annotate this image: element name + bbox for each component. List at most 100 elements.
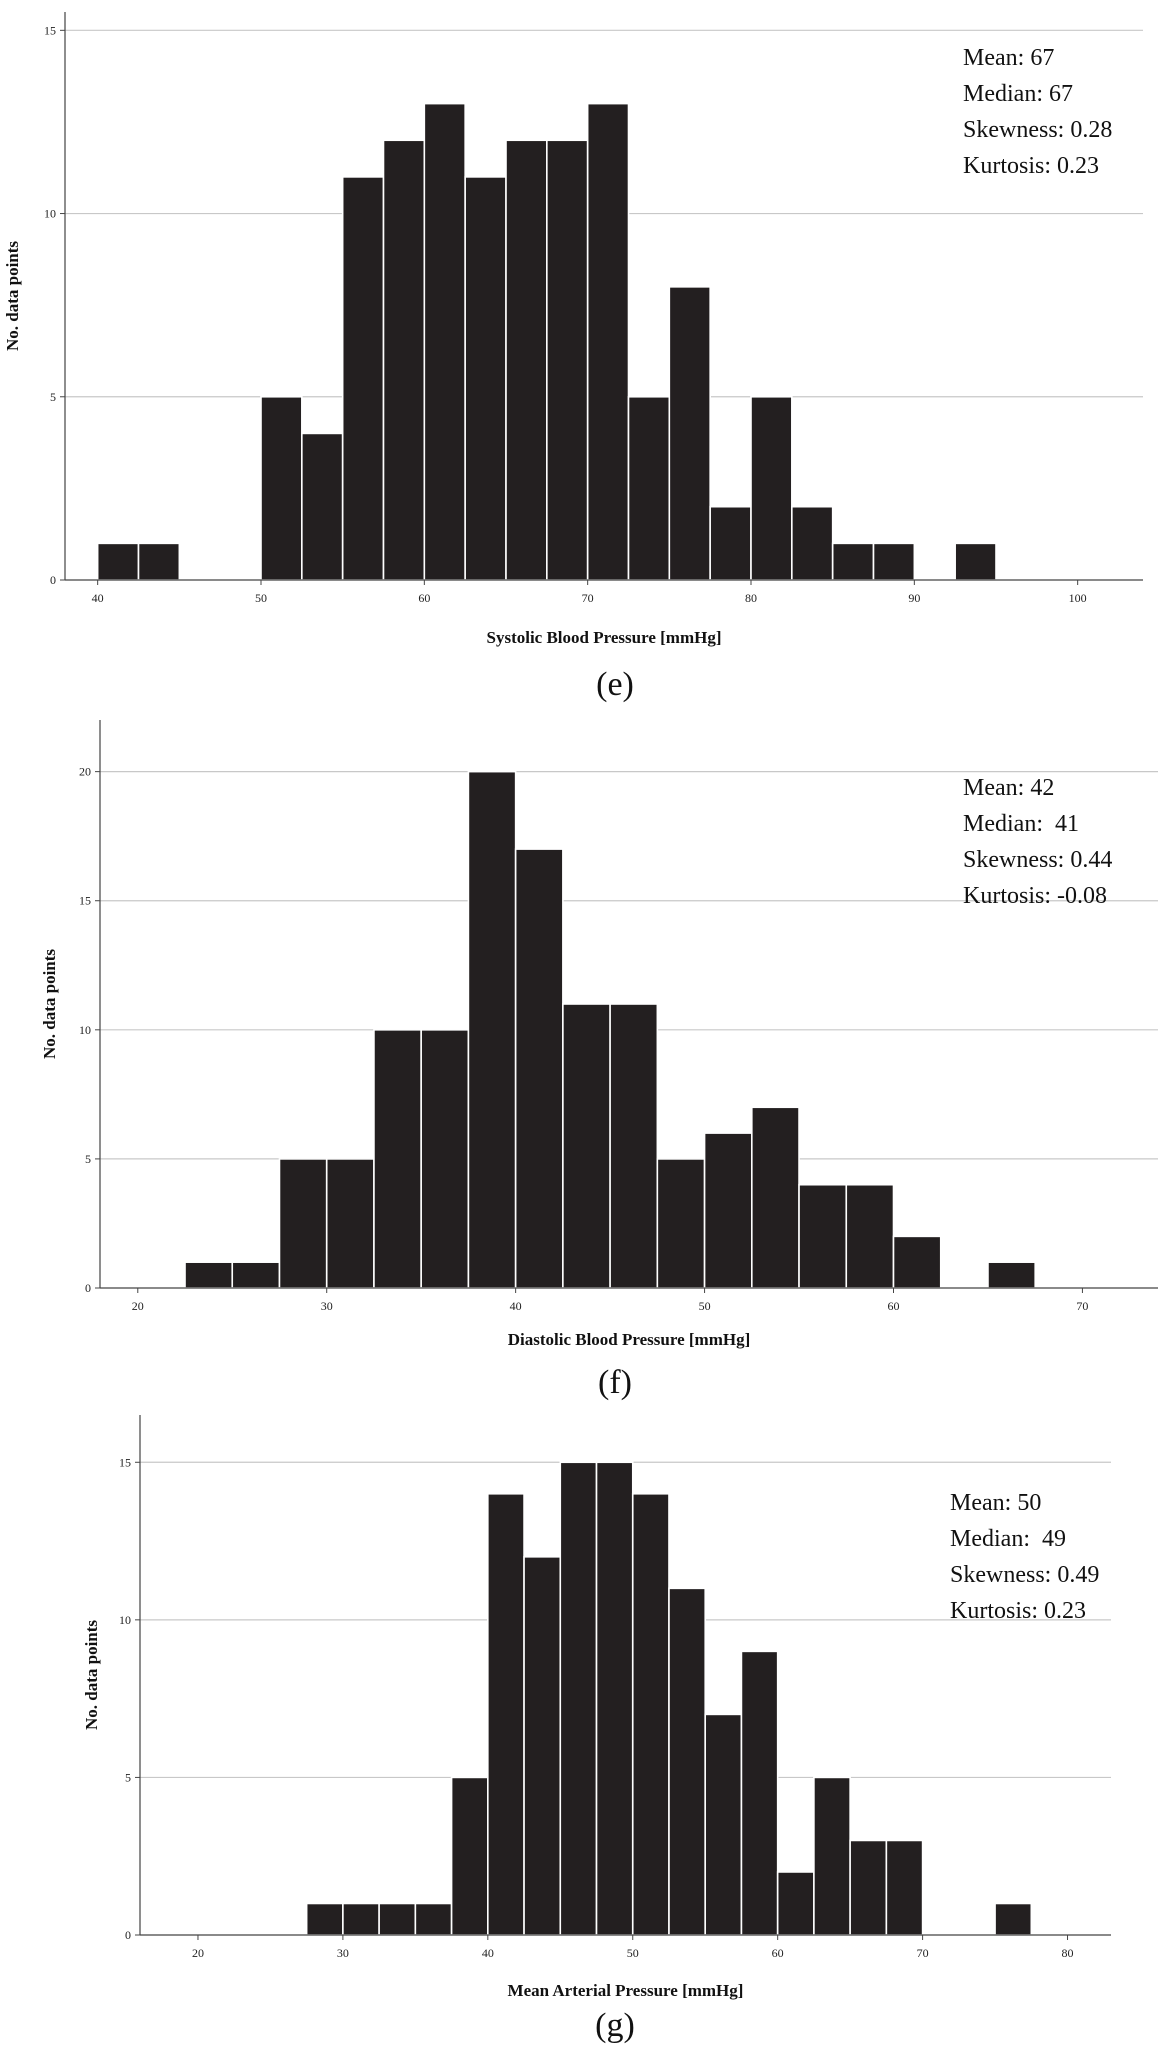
histogram-bar <box>987 1261 1036 1289</box>
histogram-bar <box>994 1902 1033 1936</box>
x-tick-label: 80 <box>1062 1946 1074 1960</box>
stats-annotation-line: Median: 49 <box>950 1526 1066 1552</box>
histogram-bar <box>885 1839 924 1936</box>
stats-annotation-line: Kurtosis: 0.23 <box>950 1598 1086 1624</box>
y-tick-label: 10 <box>44 207 56 221</box>
x-tick-label: 60 <box>418 591 430 605</box>
histogram-bar <box>523 1556 562 1936</box>
histogram-bar <box>751 1106 800 1289</box>
x-tick-label: 50 <box>699 1299 711 1313</box>
histogram-bar <box>627 395 671 581</box>
stats-annotation-line: Mean: 50 <box>950 1490 1041 1516</box>
x-tick-label: 50 <box>627 1946 639 1960</box>
y-axis-title: No. data points <box>82 1620 101 1730</box>
histogram-bar <box>414 1902 453 1936</box>
x-tick-label: 70 <box>917 1946 929 1960</box>
y-axis-title: No. data points <box>3 241 22 351</box>
histogram-bar <box>325 1158 375 1289</box>
panel-label: (g) <box>595 2007 635 2044</box>
stats-annotation-line: Skewness: 0.44 <box>963 847 1112 873</box>
histogram-bar <box>813 1776 851 1936</box>
histogram-bar <box>791 505 834 581</box>
histogram-bar <box>137 542 181 581</box>
histogram-bar <box>750 395 793 581</box>
x-tick-label: 20 <box>192 1946 204 1960</box>
histogram-bar <box>420 1029 470 1289</box>
histogram-bar <box>373 1029 422 1289</box>
histogram-bar <box>464 176 507 581</box>
histogram-bar <box>423 102 466 581</box>
y-tick-label: 5 <box>50 390 56 404</box>
stats-annotation-line: Median: 41 <box>963 811 1079 837</box>
histogram-bar <box>831 542 875 581</box>
y-tick-label: 5 <box>85 1152 91 1166</box>
x-tick-label: 80 <box>745 591 757 605</box>
histogram-bar <box>305 1902 344 1936</box>
histogram-bar <box>892 1235 942 1289</box>
histogram-panel-f: 0 5 10 15 20 20 30 40 50 60 70 Diastolic Blood Pres… <box>40 720 1158 1401</box>
histogram-bar <box>467 770 517 1289</box>
histogram-bar <box>709 505 752 581</box>
stats-annotation-line: Kurtosis: 0.23 <box>963 153 1099 179</box>
stats-annotation-line: Skewness: 0.28 <box>963 117 1112 143</box>
y-tick-label: 0 <box>85 1281 91 1295</box>
histogram-bar <box>586 102 630 581</box>
histogram-bar <box>301 432 344 581</box>
y-tick-label: 5 <box>125 1770 131 1784</box>
x-tick-label: 40 <box>92 591 104 605</box>
y-tick-label: 10 <box>79 1023 91 1037</box>
histogram-bar <box>609 1003 659 1289</box>
histogram-bar <box>559 1461 598 1936</box>
x-tick-label: 40 <box>510 1299 522 1313</box>
x-tick-label: 70 <box>582 591 594 605</box>
histogram-bar <box>704 1713 743 1936</box>
x-tick-label: 30 <box>321 1299 333 1313</box>
histogram-bar <box>260 395 303 581</box>
histogram-bar <box>872 542 916 581</box>
x-tick-label: 60 <box>772 1946 784 1960</box>
y-tick-label: 15 <box>44 23 56 37</box>
histogram-bar <box>798 1183 848 1289</box>
histogram-bar <box>954 542 997 581</box>
panel-label: (e) <box>596 666 634 703</box>
stats-annotation-line: Median: 67 <box>963 81 1073 107</box>
x-tick-label: 100 <box>1069 591 1087 605</box>
histogram-bar <box>514 848 564 1289</box>
histogram-bar <box>656 1158 706 1289</box>
y-axis-title: No. data points <box>40 949 59 1059</box>
x-axis-title: Mean Arterial Pressure [mmHg] <box>508 1981 744 2000</box>
stats-annotation-line: Mean: 67 <box>963 45 1054 71</box>
histogram-bar <box>487 1492 525 1936</box>
y-tick-label: 0 <box>125 1928 131 1942</box>
stats-annotation-line: Mean: 42 <box>963 775 1054 801</box>
histogram-bar <box>342 1902 380 1936</box>
histogram-bar <box>378 1902 417 1936</box>
x-tick-label: 30 <box>337 1946 349 1960</box>
y-tick-label: 15 <box>79 894 91 908</box>
y-tick-label: 20 <box>79 765 91 779</box>
x-axis-title: Diastolic Blood Pressure [mmHg] <box>508 1330 751 1349</box>
histogram-panel-g: 0 5 10 15 20 30 40 50 60 70 80 Mean Arterial Pressu… <box>82 1415 1111 2044</box>
x-tick-label: 40 <box>482 1946 494 1960</box>
histogram-bar <box>849 1839 888 1936</box>
histogram-bar <box>668 286 711 581</box>
histogram-bar <box>776 1871 815 1936</box>
y-tick-label: 0 <box>50 573 56 587</box>
histogram-bar <box>231 1261 281 1289</box>
y-tick-label: 15 <box>119 1455 131 1469</box>
histogram-bar <box>562 1003 611 1289</box>
histogram-bar <box>703 1132 753 1289</box>
y-tick-label: 10 <box>119 1613 131 1627</box>
x-tick-label: 60 <box>888 1299 900 1313</box>
histogram-bar <box>505 139 548 581</box>
histogram-bar <box>278 1158 328 1289</box>
histogram-bar <box>631 1492 670 1936</box>
stats-annotation-line: Kurtosis: -0.08 <box>963 883 1107 909</box>
histogram-bar <box>845 1183 895 1289</box>
histogram-bar <box>546 139 589 581</box>
histogram-bar <box>96 542 140 581</box>
x-tick-label: 90 <box>908 591 920 605</box>
panel-label: (f) <box>598 1364 632 1401</box>
histogram-bar <box>184 1261 234 1289</box>
